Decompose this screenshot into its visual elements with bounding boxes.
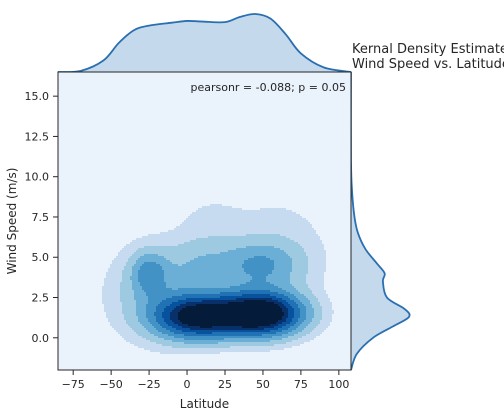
- x-axis-ticks: −75 −50 −25 0 25 50 75 100: [62, 370, 349, 391]
- x-tick-label: 75: [294, 378, 308, 391]
- x-tick-label: −25: [137, 378, 160, 391]
- x-tick-label: 100: [328, 378, 349, 391]
- y-tick-label: 7.5: [32, 211, 50, 224]
- main-plot-area: −75 −50 −25 0 25 50 75 100 0.0 2.5 5.0 7.5 10.0 12.5…: [25, 71, 352, 391]
- y-tick-label: 15.0: [25, 90, 50, 103]
- chart-title-line-2: Wind Speed vs. Latitude: [352, 57, 504, 72]
- top-marginal-density-line: [57, 13, 352, 73]
- main-plot-frame: [57, 71, 352, 371]
- y-tick-label: 10.0: [25, 171, 50, 184]
- top-marginal-plot: [57, 13, 352, 73]
- x-axis-label: Latitude: [180, 397, 229, 411]
- y-tick-label: 2.5: [32, 292, 50, 305]
- x-tick-label: 50: [256, 378, 270, 391]
- pearson-annotation: pearsonr = -0.088; p = 0.05: [190, 81, 346, 94]
- kde-contours: [102, 204, 334, 354]
- y-tick-label: 0.0: [32, 332, 50, 345]
- right-marginal-density-fill: [350, 72, 410, 370]
- x-tick-label: 0: [184, 378, 191, 391]
- top-marginal-density-fill: [58, 13, 351, 73]
- y-tick-label: 5.0: [32, 251, 50, 264]
- x-tick-label: −75: [62, 378, 85, 391]
- x-tick-label: 25: [218, 378, 232, 391]
- y-axis-ticks: 0.0 2.5 5.0 7.5 10.0 12.5 15.0: [25, 90, 58, 345]
- right-marginal-plot: [350, 71, 411, 371]
- x-tick-label: −50: [100, 378, 123, 391]
- kde-contour-level-8: [178, 300, 284, 328]
- right-marginal-density-line: [350, 71, 411, 371]
- chart-title-line-1: Kernal Density Estimate: [352, 42, 504, 57]
- y-tick-label: 12.5: [25, 130, 50, 143]
- y-axis-label: Wind Speed (m/s): [5, 168, 19, 275]
